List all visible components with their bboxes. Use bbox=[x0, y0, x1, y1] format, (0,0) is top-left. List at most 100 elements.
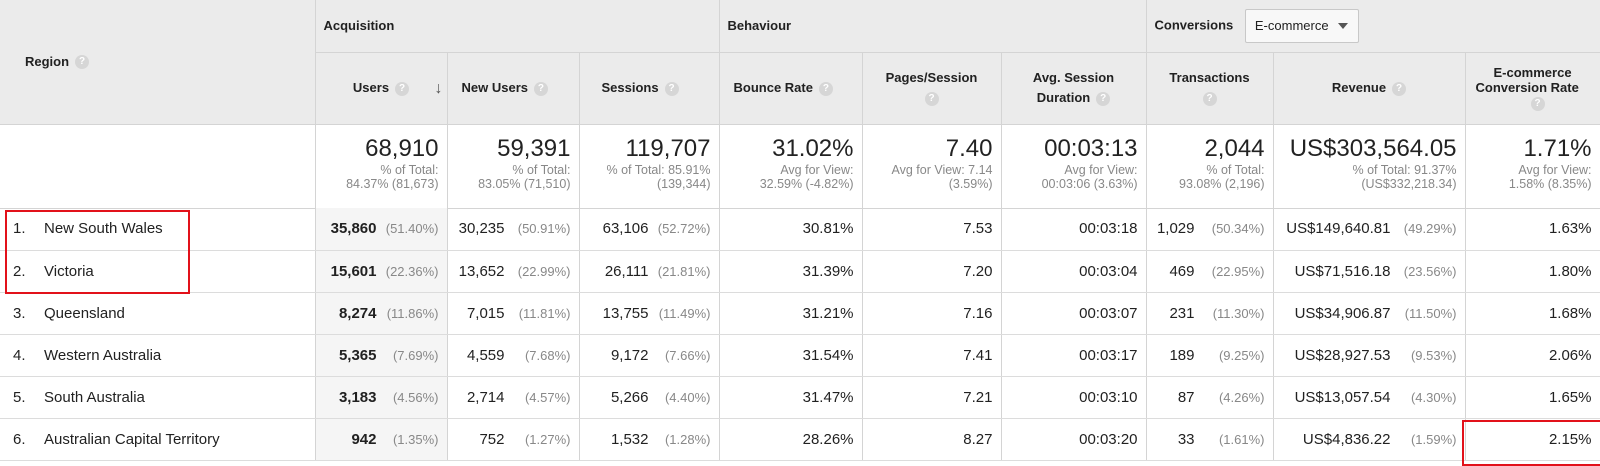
totals-revenue-sub1: % of Total: 91.37% bbox=[1274, 163, 1465, 177]
totals-transactions-sub2: 93.08% (2,196) bbox=[1147, 177, 1273, 191]
pages-cell: 8.27 bbox=[862, 418, 1001, 460]
new_users-value: 4,559 bbox=[467, 347, 505, 364]
transactions-percent: (1.61%) bbox=[1195, 432, 1265, 447]
new_users-value: 2,714 bbox=[467, 389, 505, 406]
new_users-value: 752 bbox=[479, 431, 504, 448]
transactions-header-label: Transactions bbox=[1147, 68, 1273, 88]
ecr-value: 1.68% bbox=[1466, 305, 1600, 322]
revenue-value: US$28,927.53 bbox=[1295, 347, 1391, 364]
pages-value: 7.41 bbox=[863, 347, 1001, 364]
bounce-value: 31.47% bbox=[720, 389, 862, 406]
sessions-value: 26,111 bbox=[605, 263, 649, 280]
region-link[interactable]: South Australia bbox=[44, 389, 145, 406]
revenue-help-icon[interactable]: ? bbox=[1392, 82, 1406, 96]
region-cell: 6.Australian Capital Territory bbox=[0, 418, 315, 460]
users-value: 5,365 bbox=[339, 347, 377, 364]
sessions-percent: (52.72%) bbox=[649, 221, 711, 236]
ecr-header-line1: E-commerce bbox=[1476, 65, 1600, 80]
region-link[interactable]: Australian Capital Territory bbox=[44, 431, 220, 448]
ecr-help-icon[interactable]: ? bbox=[1531, 97, 1545, 111]
avg-session-help-icon[interactable]: ? bbox=[1096, 92, 1110, 106]
sessions-cell: 5,266(4.40%) bbox=[579, 376, 719, 418]
transactions-value: 33 bbox=[1178, 431, 1195, 448]
transactions-help-icon[interactable]: ? bbox=[1203, 92, 1217, 106]
totals-revenue-value: US$303,564.05 bbox=[1274, 125, 1465, 163]
users-value: 8,274 bbox=[339, 305, 377, 322]
new-users-column-header[interactable]: New Users? bbox=[447, 52, 579, 124]
revenue-header-label: Revenue bbox=[1332, 80, 1386, 95]
behaviour-group-header: Behaviour bbox=[719, 0, 1146, 52]
new_users-percent: (1.27%) bbox=[505, 432, 571, 447]
duration-cell: 00:03:10 bbox=[1001, 376, 1146, 418]
revenue-percent: (4.30%) bbox=[1391, 390, 1457, 405]
region-link[interactable]: Queensland bbox=[44, 305, 125, 322]
revenue-value: US$149,640.81 bbox=[1286, 220, 1390, 237]
new_users-percent: (4.57%) bbox=[505, 390, 571, 405]
bounce-rate-column-header[interactable]: Bounce Rate? bbox=[719, 52, 862, 124]
users-help-icon[interactable]: ? bbox=[395, 82, 409, 96]
sessions-percent: (7.66%) bbox=[649, 348, 711, 363]
users-cell: 15,601(22.36%) bbox=[315, 250, 447, 292]
bounce-value: 28.26% bbox=[720, 431, 862, 448]
revenue-percent: (9.53%) bbox=[1391, 348, 1457, 363]
ecr-value: 1.63% bbox=[1466, 220, 1600, 237]
ecr-column-header[interactable]: E-commerce Conversion Rate ? bbox=[1465, 52, 1600, 124]
revenue-cell: US$149,640.81(49.29%) bbox=[1273, 208, 1465, 250]
new-users-help-icon[interactable]: ? bbox=[534, 82, 548, 96]
duration-value: 00:03:17 bbox=[1002, 347, 1146, 364]
new_users-percent: (22.99%) bbox=[505, 264, 571, 279]
highlight-box-act-conversion bbox=[1462, 420, 1600, 466]
totals-sessions-sub2: (139,344) bbox=[580, 177, 719, 191]
pages-session-column-header[interactable]: Pages/Session ? bbox=[862, 52, 1001, 124]
totals-transactions-value: 2,044 bbox=[1147, 125, 1273, 163]
region-report-table: Region? Acquisition Behaviour Conversion… bbox=[0, 0, 1600, 209]
revenue-column-header[interactable]: Revenue? bbox=[1273, 52, 1465, 124]
sessions-column-header[interactable]: Sessions? bbox=[579, 52, 719, 124]
revenue-value: US$13,057.54 bbox=[1295, 389, 1391, 406]
transactions-percent: (9.25%) bbox=[1195, 348, 1265, 363]
pages-cell: 7.20 bbox=[862, 250, 1001, 292]
pages-session-help-icon[interactable]: ? bbox=[925, 92, 939, 106]
users-cell: 5,365(7.69%) bbox=[315, 334, 447, 376]
transactions-percent: (50.34%) bbox=[1195, 221, 1265, 236]
ecr-cell: 1.80% bbox=[1465, 250, 1600, 292]
ecr-cell: 1.68% bbox=[1465, 292, 1600, 334]
users-value: 15,601 bbox=[331, 263, 377, 280]
ecr-header-line2: Conversion Rate bbox=[1476, 80, 1600, 95]
duration-value: 00:03:07 bbox=[1002, 305, 1146, 322]
region-cell: 5.South Australia bbox=[0, 376, 315, 418]
avg-session-duration-column-header[interactable]: Avg. Session Duration? bbox=[1001, 52, 1146, 124]
revenue-cell: US$34,906.87(11.50%) bbox=[1273, 292, 1465, 334]
acquisition-group-header: Acquisition bbox=[315, 0, 719, 52]
sessions-cell: 13,755(11.49%) bbox=[579, 292, 719, 334]
region-link[interactable]: Western Australia bbox=[44, 347, 161, 364]
totals-duration-sub1: Avg for View: bbox=[1002, 163, 1146, 177]
transactions-percent: (22.95%) bbox=[1195, 264, 1265, 279]
sessions-help-icon[interactable]: ? bbox=[665, 82, 679, 96]
transactions-column-header[interactable]: Transactions ? bbox=[1146, 52, 1273, 124]
ecr-cell: 2.06% bbox=[1465, 334, 1600, 376]
bounce-rate-help-icon[interactable]: ? bbox=[819, 82, 833, 96]
new-users-cell: 4,559(7.68%) bbox=[447, 334, 579, 376]
new_users-percent: (7.68%) bbox=[505, 348, 571, 363]
region-help-icon[interactable]: ? bbox=[75, 55, 89, 69]
pages-cell: 7.16 bbox=[862, 292, 1001, 334]
conversions-dropdown[interactable]: E-commerce bbox=[1245, 9, 1359, 43]
region-header-label: Region bbox=[25, 54, 69, 69]
avg-session-header-line1: Avg. Session bbox=[1002, 68, 1146, 88]
sort-descending-icon[interactable]: ↓ bbox=[435, 79, 443, 99]
bounce-value: 30.81% bbox=[720, 220, 862, 237]
totals-pages-value: 7.40 bbox=[863, 125, 1001, 163]
region-header[interactable]: Region? bbox=[0, 0, 315, 124]
new-users-cell: 13,652(22.99%) bbox=[447, 250, 579, 292]
users-column-header[interactable]: Users? ↓ bbox=[315, 52, 447, 124]
totals-bounce-sub1: Avg for View: bbox=[720, 163, 862, 177]
